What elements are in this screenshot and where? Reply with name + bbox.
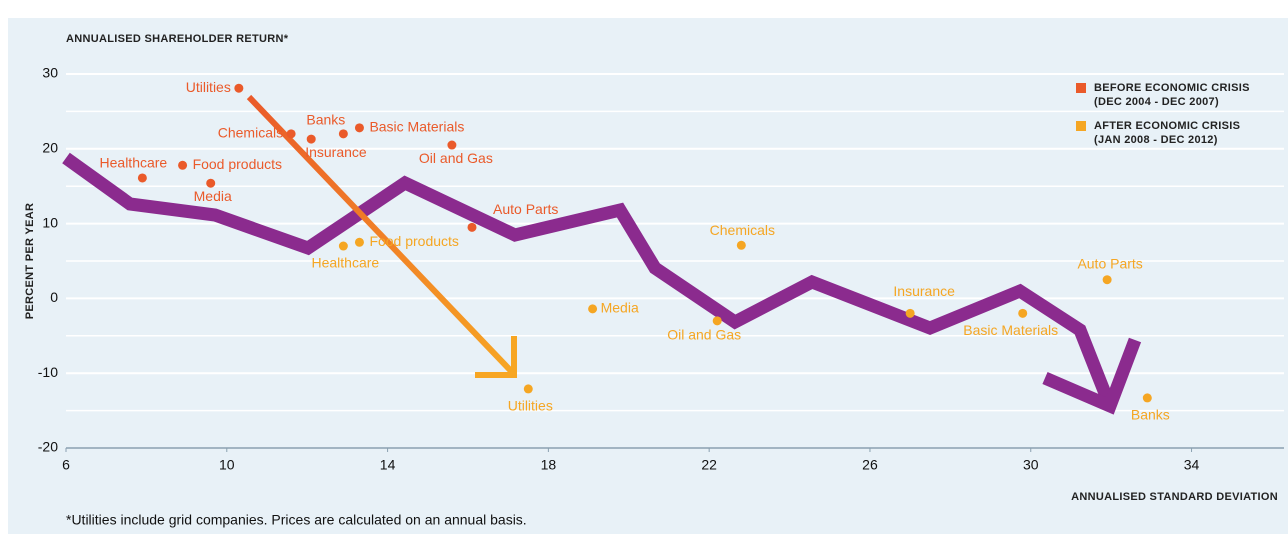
point (712, 316, 722, 326)
point (234, 83, 244, 93)
point-label: Healthcare (312, 255, 380, 271)
y-tick-label: 0 (50, 289, 58, 305)
point (905, 308, 915, 318)
point-label: Food products (369, 233, 459, 249)
points: Utilities Chemicals Insurance Banks Basic Ma… (100, 79, 1170, 423)
point-label: Utilities (186, 79, 231, 95)
point-label: Basic Materials (963, 322, 1058, 338)
y-tick-label: 20 (42, 140, 58, 156)
point-label: Utilities (508, 398, 553, 414)
point-label: Food products (193, 156, 283, 172)
point (467, 222, 477, 232)
point-label: Banks (306, 112, 345, 128)
x-tick-label: 34 (1184, 457, 1200, 473)
x-tick-label: 26 (862, 457, 878, 473)
point-label: Insurance (893, 283, 955, 299)
point (354, 123, 364, 133)
x-tick-label: 14 (380, 457, 396, 473)
y-tick-label: -10 (38, 364, 58, 380)
x-tick-label: 22 (701, 457, 717, 473)
y-tick-label: 10 (42, 214, 58, 230)
legend-period: (JAN 2008 - DEC 2012) (1094, 134, 1218, 146)
footnote: *Utilities include grid companies. Price… (66, 512, 527, 528)
x-tick-label: 18 (541, 457, 557, 473)
point-label: Auto Parts (493, 201, 558, 217)
grid (65, 73, 1284, 452)
point (736, 240, 746, 250)
x-tick-label: 6 (62, 457, 70, 473)
trend-arrowhead (1042, 337, 1142, 415)
point (137, 173, 147, 183)
shift-arrowhead (475, 336, 517, 378)
point (588, 304, 598, 314)
point-label: Auto Parts (1077, 255, 1142, 271)
point (447, 140, 457, 150)
point-label: Banks (1131, 407, 1170, 423)
point-label: Oil and Gas (667, 327, 741, 343)
point-label: Chemicals (710, 222, 775, 238)
y-axis-label: PERCENT PER YEAR (24, 203, 36, 319)
point-label: Oil and Gas (419, 150, 493, 166)
point (338, 129, 348, 139)
point (354, 237, 364, 247)
legend-label: AFTER ECONOMIC CRISIS (1094, 120, 1240, 132)
x-tick-label: 30 (1023, 457, 1039, 473)
legend-swatch (1076, 83, 1086, 93)
point (523, 384, 533, 394)
point-label: Insurance (305, 144, 367, 160)
point (1018, 308, 1028, 318)
point (338, 241, 348, 251)
point-label: Media (601, 300, 639, 316)
point (1142, 393, 1152, 403)
point-label: Media (194, 188, 232, 204)
legend-period: (DEC 2004 - DEC 2007) (1094, 96, 1219, 108)
legend-label: BEFORE ECONOMIC CRISIS (1094, 82, 1250, 94)
point (306, 134, 316, 144)
point-label: Basic Materials (369, 119, 464, 135)
y-tick-label: -20 (38, 439, 58, 455)
trend-line (62, 152, 1117, 409)
shift-arrow (246, 94, 515, 375)
point (178, 160, 188, 170)
x-axis-label: ANNUALISED STANDARD DEVIATION (1071, 491, 1278, 503)
point (206, 178, 216, 188)
point-label: Healthcare (100, 155, 168, 171)
point (1102, 275, 1112, 285)
x-tick-label: 10 (219, 457, 235, 473)
point-label: Chemicals (218, 125, 283, 141)
y-top-label: ANNUALISED SHAREHOLDER RETURN* (66, 33, 289, 45)
y-tick-label: 30 (42, 65, 58, 81)
legend-swatch (1076, 121, 1086, 131)
point (286, 129, 296, 139)
